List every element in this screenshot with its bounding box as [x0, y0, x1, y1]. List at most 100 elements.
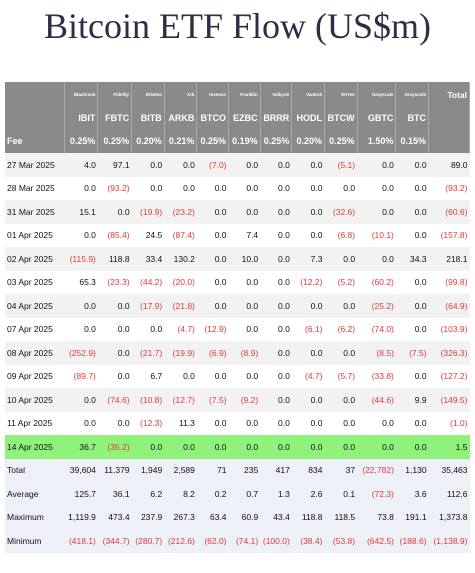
- daily-row: 14 Apr 2025 36.7 (35.2) 0.0 0.0 0.0 0.0 0.0 0.0 0…: [5, 435, 470, 459]
- value-cell: 0.0: [291, 341, 325, 365]
- value-cell: (6.8): [324, 223, 358, 247]
- value-cell: 0.0: [324, 435, 358, 459]
- value-cell: 11.3: [164, 411, 197, 435]
- value-cell: (20.0): [164, 270, 197, 294]
- value-cell: 3.6: [395, 482, 429, 506]
- value-cell: (7.5): [395, 341, 429, 365]
- value-cell: (22,782): [357, 458, 396, 482]
- value-cell: 9.9: [395, 388, 429, 412]
- value-cell: (21.7): [131, 341, 165, 365]
- value-cell: 60.9: [228, 505, 261, 529]
- value-cell: 37: [324, 458, 358, 482]
- value-cell: (64.9): [428, 294, 470, 318]
- value-cell: 1.3: [260, 482, 292, 506]
- value-cell: (87.4): [164, 223, 197, 247]
- ticker-cell: GBTC: [357, 107, 397, 129]
- value-cell: 0.0: [395, 435, 429, 459]
- value-cell: 191.1: [395, 505, 429, 529]
- row-label: Total: [5, 458, 65, 482]
- value-cell: (60.2): [357, 270, 396, 294]
- value-cell: (1,138.9): [428, 529, 470, 553]
- ticker-cell: BTCW: [324, 107, 358, 129]
- fee-cell: 0.25%: [196, 129, 230, 153]
- value-cell: (6.9): [196, 341, 229, 365]
- value-cell: 0.0: [357, 153, 396, 177]
- summary-rows: Total 39,604 11,379 1,949 2,589 71 235 417 834 37…: [5, 458, 470, 553]
- value-cell: 0.0: [97, 294, 132, 318]
- value-cell: (12.9): [196, 317, 229, 341]
- value-cell: (35.2): [97, 435, 132, 459]
- fee-cell: Fee: [5, 129, 65, 153]
- value-cell: 125.7: [64, 482, 98, 506]
- value-cell: (5.2): [324, 270, 358, 294]
- value-cell: 0.0: [64, 176, 98, 200]
- value-cell: 1,949: [131, 458, 165, 482]
- row-label: 03 Apr 2025: [5, 270, 65, 294]
- value-cell: (44.2): [131, 270, 165, 294]
- value-cell: (10.1): [357, 223, 396, 247]
- value-cell: 0.0: [164, 153, 197, 177]
- value-cell: (157.8): [428, 223, 470, 247]
- value-cell: (10.8): [131, 388, 165, 412]
- value-cell: (19.9): [131, 200, 165, 224]
- fee-cell: 0.19%: [228, 129, 261, 153]
- value-cell: 0.0: [64, 388, 98, 412]
- value-cell: (38.4): [291, 529, 325, 553]
- issuer-cell: Fidelity: [97, 82, 133, 107]
- value-cell: 0.0: [357, 411, 396, 435]
- value-cell: (100.0): [260, 529, 292, 553]
- value-cell: 0.0: [164, 176, 197, 200]
- value-cell: (418.1): [64, 529, 98, 553]
- value-cell: 0.0: [97, 364, 132, 388]
- ticker-cell: IBIT: [64, 107, 99, 129]
- fee-cell: [428, 129, 470, 153]
- value-cell: 0.0: [228, 153, 261, 177]
- fee-cell: 0.25%: [260, 129, 293, 153]
- fee-cell: 0.20%: [291, 129, 325, 153]
- value-cell: 1,130: [395, 458, 429, 482]
- row-label: 31 Mar 2025: [5, 200, 65, 224]
- issuer-cell: VanEck: [291, 82, 325, 107]
- value-cell: (89.7): [64, 364, 98, 388]
- value-cell: 0.0: [395, 153, 429, 177]
- row-label: 01 Apr 2025: [5, 223, 65, 247]
- value-cell: (33.8): [357, 364, 396, 388]
- value-cell: (23.3): [97, 270, 132, 294]
- value-cell: 0.0: [395, 176, 429, 200]
- value-cell: (9.2): [228, 388, 261, 412]
- value-cell: 0.0: [357, 247, 396, 271]
- value-cell: 0.2: [196, 482, 229, 506]
- issuer-cell: Grayscale: [395, 82, 430, 107]
- value-cell: (7.0): [196, 153, 229, 177]
- value-cell: (1.0): [428, 411, 470, 435]
- value-cell: 6.2: [131, 482, 165, 506]
- value-cell: 0.0: [260, 341, 292, 365]
- issuer-cell: Franklin: [228, 82, 261, 107]
- value-cell: (12.7): [164, 388, 197, 412]
- value-cell: 0.0: [291, 200, 325, 224]
- value-cell: 7.3: [291, 247, 325, 271]
- value-cell: (8.5): [357, 341, 396, 365]
- value-cell: (19.9): [164, 341, 197, 365]
- daily-row: 31 Mar 2025 15.1 0.0 (19.9) (23.2) 0.0 0.0 0.0 0…: [5, 200, 470, 224]
- issuer-cell: WTree: [324, 82, 358, 107]
- row-label: Maximum: [5, 505, 65, 529]
- value-cell: 15.1: [64, 200, 98, 224]
- value-cell: 0.0: [260, 223, 292, 247]
- value-cell: 0.0: [228, 411, 261, 435]
- value-cell: 1,119.9: [64, 505, 98, 529]
- ticker-cell: BRRR: [260, 107, 293, 129]
- value-cell: (6.2): [324, 317, 358, 341]
- fee-cell: 0.25%: [64, 129, 99, 153]
- value-cell: 0.0: [228, 200, 261, 224]
- issuer-cell: Valkyrie: [260, 82, 293, 107]
- value-cell: 0.0: [196, 364, 229, 388]
- issuer-cell: [5, 82, 65, 107]
- value-cell: 2,589: [164, 458, 197, 482]
- summary-row: Maximum 1,119.9 473.4 237.9 267.3 63.4 60.9 43.…: [5, 505, 470, 529]
- ticker-cell: EZBC: [228, 107, 261, 129]
- ticker-cell: ARKB: [164, 107, 198, 129]
- daily-row: 10 Apr 2025 0.0 (74.6) (10.8) (12.7) (7.5) (9.…: [5, 388, 470, 412]
- value-cell: (53.8): [324, 529, 358, 553]
- value-cell: 0.0: [291, 435, 325, 459]
